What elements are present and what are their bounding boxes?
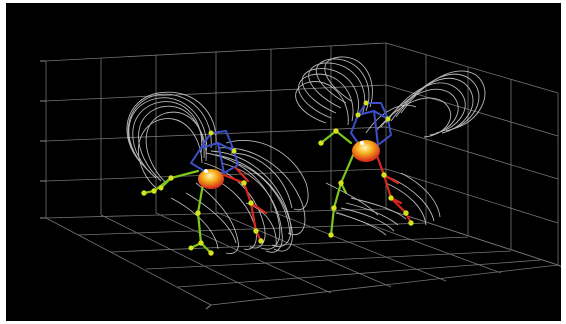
- body-right: [352, 140, 380, 162]
- skeleton-right: [318, 100, 414, 238]
- left-limbs-right: [319, 129, 356, 237]
- body-highlight-left: [204, 169, 208, 173]
- grid-box: [40, 42, 561, 310]
- skeleton-left: [141, 129, 268, 256]
- 3d-scene: [40, 42, 561, 310]
- motion-trails-left: [126, 91, 309, 254]
- body-left: [198, 169, 224, 189]
- back-wall-grid: [45, 42, 387, 219]
- body-highlight-right: [360, 141, 364, 145]
- joints-left: [141, 130, 264, 256]
- head-cluster-right: [349, 102, 393, 147]
- visualization-canvas: [6, 3, 561, 321]
- axis-ticks: [40, 60, 561, 310]
- joints-right: [318, 100, 414, 238]
- motion-trails-right: [295, 56, 486, 236]
- floor-grid: [45, 208, 559, 306]
- right-wall-grid: [385, 42, 559, 266]
